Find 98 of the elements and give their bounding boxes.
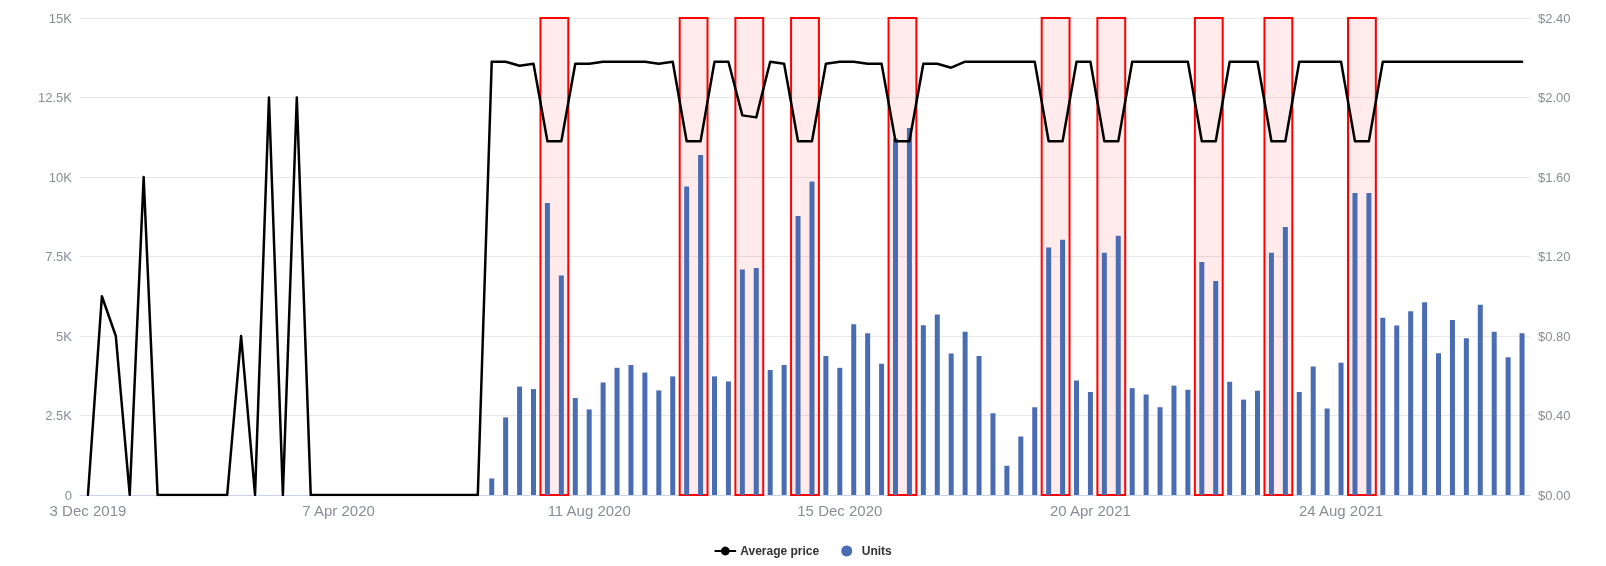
bar [531,389,536,495]
x-tick-label: 24 Aug 2021 [1298,502,1384,519]
bar [489,478,495,495]
y-tick-label: 10K [48,169,73,185]
bar [1491,331,1497,495]
y-tick-label: 7.5K [45,249,73,264]
bar [725,381,731,495]
bar [823,356,829,495]
bar [1477,304,1483,495]
bar [809,181,815,495]
bar [1171,385,1177,495]
bar [1408,311,1414,495]
bar [795,216,801,495]
y-tick-label: 15K [48,10,73,26]
bar [1046,247,1052,495]
legend-label: Units [861,544,893,558]
bar [1060,239,1066,495]
bar [865,333,871,495]
bar [1394,325,1400,495]
bar [1366,192,1372,495]
x-tick-label: 3 Dec 2019 [49,502,127,519]
x-tick-label: 11 Aug 2020 [547,502,631,519]
y2-tick-label: $2.00 [1538,90,1571,105]
bar [948,353,954,495]
bar [558,275,564,495]
bar [1436,353,1441,495]
bar [851,324,857,495]
bar [572,398,578,495]
bar [698,155,704,495]
bar [656,390,662,495]
bar [879,363,885,495]
bar [628,364,634,495]
y-tick-label: 2.5K [45,408,73,423]
bar [1101,252,1107,495]
bar [1087,391,1093,495]
bar [893,138,898,495]
bar [1519,333,1525,495]
y2-tick-label: $1.60 [1538,169,1571,185]
bar [684,186,690,495]
bar [1422,302,1428,495]
bar [1185,389,1191,495]
x-tick-label: 7 Apr 2020 [302,502,375,519]
x-tick-label: 20 Apr 2021 [1049,502,1131,519]
bar [1018,436,1024,495]
bar [962,331,968,495]
bar [1032,407,1038,495]
bar [767,370,773,495]
bar [1241,399,1247,495]
y-tick-label: 5K [56,328,73,344]
bar [614,367,620,495]
bar [1310,366,1316,495]
bar [976,356,982,495]
x-tick-label: 15 Dec 2020 [797,502,883,519]
legend-label: Average price [740,544,820,558]
bar [1157,407,1163,495]
bar [1255,390,1260,495]
bar [1143,394,1149,495]
bar [586,409,592,495]
y-tick-label: 12.5K [38,90,73,105]
bar [1282,226,1288,495]
bar [1004,465,1010,495]
line-series [86,60,1524,497]
bar [642,372,648,495]
bar [1129,388,1135,495]
bar [1213,280,1219,495]
bar [1463,338,1469,495]
bar [1296,391,1302,495]
bar [1505,357,1511,495]
bar [503,417,509,495]
bar [920,325,926,495]
y-tick-label: 0 [64,487,72,503]
bar [670,376,676,495]
bar [1227,381,1233,495]
bar [753,267,759,495]
bar [781,364,787,495]
bar [990,413,996,495]
bar [1074,380,1079,495]
bar [1352,192,1358,495]
bar [934,314,940,495]
bar [1199,261,1205,495]
bar [837,367,843,495]
y2-tick-label: $1.20 [1538,249,1571,264]
bar [712,376,717,495]
bar [600,382,606,495]
bar [1380,317,1386,495]
y2-tick-label: $0.80 [1538,328,1571,344]
bar [517,386,523,495]
y2-tick-label: $0.00 [1538,487,1571,503]
bar [544,203,550,495]
bar [906,128,912,495]
bar [1115,235,1121,495]
y2-tick-label: $0.40 [1538,408,1571,423]
bar [739,269,745,495]
bar [1338,362,1344,495]
bar [1324,408,1330,495]
y2-tick-label: $2.40 [1538,10,1571,26]
bar [1268,252,1274,495]
bar [1449,320,1455,495]
